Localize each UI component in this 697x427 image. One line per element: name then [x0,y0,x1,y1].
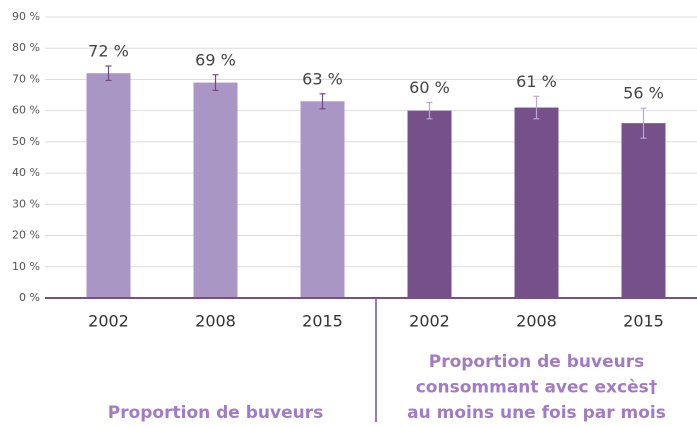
bar [86,73,131,298]
value-label: 60 % [409,78,450,97]
group-label: Proportion de buveurs [108,403,324,423]
bar [514,107,559,299]
value-label: 63 % [302,69,343,88]
group-label: consommant avec excès† [416,378,658,398]
y-tick-label: 80 % [12,41,40,54]
x-tick-label: 2015 [623,312,664,331]
y-tick-label: 30 % [12,197,40,210]
y-tick-label: 50 % [12,135,40,148]
x-tick-label: 2008 [195,312,236,331]
y-tick-label: 40 % [12,166,40,179]
bar [193,82,238,298]
group-label: Proportion de buveurs [429,352,645,372]
y-tick-label: 90 % [12,10,40,23]
y-tick-label: 0 % [19,291,40,304]
y-tick-label: 60 % [12,104,40,117]
x-tick-label: 2008 [516,312,557,331]
value-label: 72 % [88,42,129,61]
y-tick-label: 10 % [12,260,40,273]
y-tick-label: 70 % [12,72,40,85]
value-label: 69 % [195,50,236,69]
group-label: au moins une fois par mois [407,403,666,423]
x-tick-label: 2015 [302,312,343,331]
bar [621,123,666,299]
value-label: 61 % [516,72,557,91]
value-label: 56 % [623,84,664,103]
x-tick-label: 2002 [409,312,450,331]
y-tick-label: 20 % [12,229,40,242]
x-tick-label: 2002 [88,312,129,331]
bar [300,101,345,298]
bar [407,110,452,299]
